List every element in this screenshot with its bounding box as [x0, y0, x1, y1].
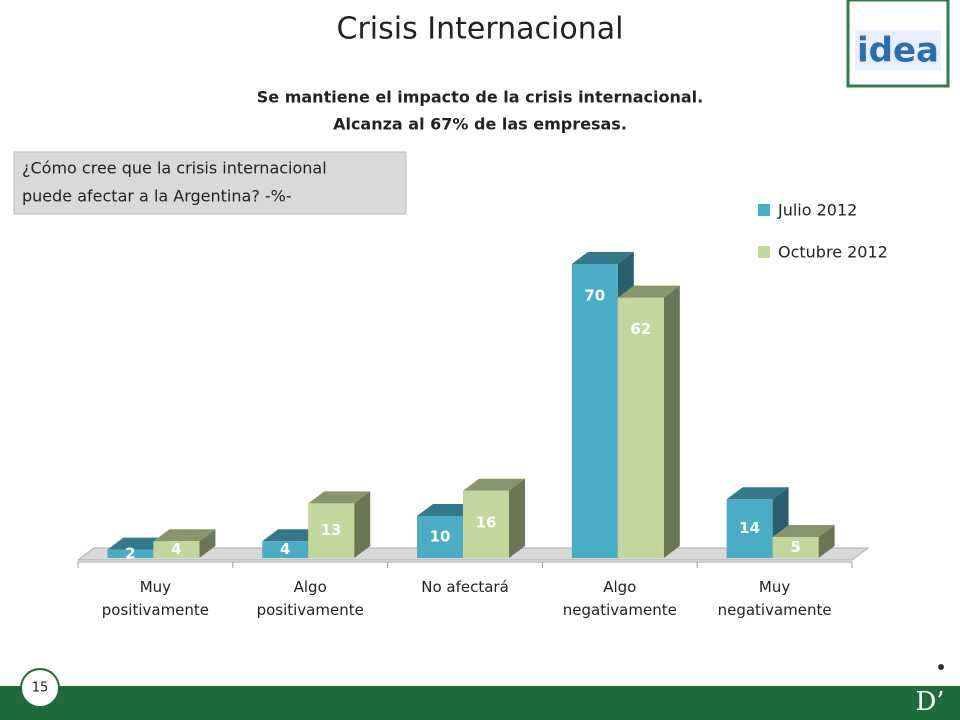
legend-swatch	[758, 246, 770, 258]
bar	[726, 499, 773, 558]
bar	[153, 541, 200, 558]
data-label: 4	[280, 540, 290, 558]
bar	[617, 297, 664, 558]
bar	[262, 541, 309, 558]
x-tick-label: Algo negativamente	[563, 578, 677, 619]
logo-bg	[855, 30, 941, 70]
bar	[308, 503, 355, 558]
x-tick-label: No afectará	[421, 578, 509, 596]
footer-bar	[0, 686, 960, 720]
bar	[463, 490, 509, 558]
legend-label: Octubre 2012	[778, 243, 888, 262]
x-tick-label: Muy positivamente	[102, 578, 209, 619]
bar-top	[726, 487, 789, 500]
bar	[107, 549, 154, 558]
dot	[938, 664, 944, 670]
x-tick-label: Algo positivamente	[257, 578, 364, 619]
legend-swatch	[758, 204, 770, 216]
slide-title: Crisis Internacional	[337, 12, 624, 47]
bar-top	[772, 525, 835, 537]
bar-side	[509, 478, 525, 558]
question: ¿Cómo cree que la crisis internacional	[22, 159, 327, 178]
bar	[571, 264, 618, 558]
bar-side	[818, 525, 835, 558]
footer-mark: D’	[915, 687, 944, 717]
data-label: 13	[321, 521, 342, 539]
bar-top	[308, 491, 371, 504]
subtitle: Alcanza al 67% de las empresas.	[333, 115, 627, 134]
bar-side	[354, 491, 371, 558]
data-label: 10	[430, 528, 451, 546]
bar-top	[617, 285, 680, 298]
bar-top	[463, 478, 525, 491]
question-box	[13, 151, 407, 215]
data-label: 16	[476, 513, 497, 531]
data-label: 62	[630, 320, 651, 338]
page-badge	[20, 668, 60, 708]
bar-side	[199, 529, 216, 558]
bar-top	[571, 252, 634, 264]
bar	[772, 537, 819, 558]
data-label: 4	[171, 540, 181, 558]
legend-label: Julio 2012	[777, 201, 857, 220]
bar	[417, 516, 463, 558]
logo: idea	[857, 31, 939, 71]
subtitle: Se mantiene el impacto de la crisis inte…	[257, 88, 703, 107]
data-label: 5	[790, 538, 800, 556]
question: puede afectar a la Argentina? -%-	[22, 187, 292, 206]
bar-top	[153, 529, 216, 542]
data-label: 14	[739, 519, 760, 537]
data-label: 2	[125, 544, 135, 562]
page-number: 15	[32, 681, 49, 696]
bar-side	[663, 285, 680, 558]
data-label: 70	[584, 287, 605, 305]
x-tick-label: Muy negativamente	[718, 578, 832, 619]
